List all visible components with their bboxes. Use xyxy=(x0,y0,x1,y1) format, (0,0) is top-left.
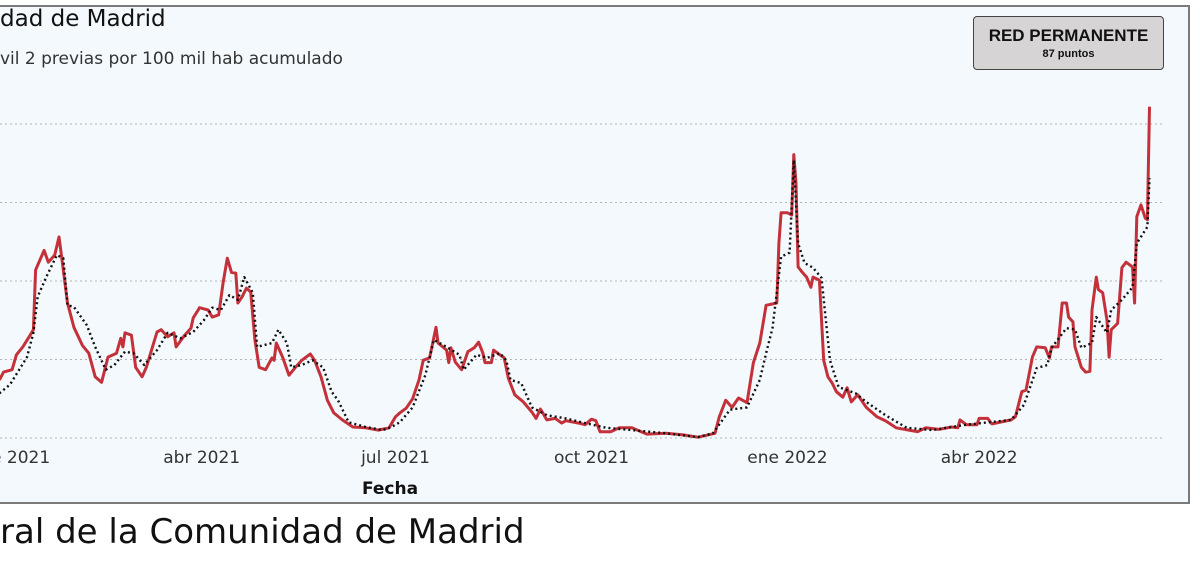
x-axis-label: Fecha xyxy=(362,479,418,499)
gridlines xyxy=(0,123,1162,439)
x-tick-label: ene 2022 xyxy=(747,448,827,468)
x-tick-label: jul 2021 xyxy=(360,448,430,468)
x-tick-label: ene 2021 xyxy=(0,448,50,468)
chart-title: dad de Madrid xyxy=(0,6,166,32)
network-badge-count: 87 puntos xyxy=(1042,48,1095,60)
x-tick-label: abr 2021 xyxy=(163,448,240,468)
series-line-smoothed xyxy=(0,158,1151,439)
section-heading: ral de la Comunidad de Madrid xyxy=(0,512,525,552)
x-tick-label: abr 2022 xyxy=(941,448,1018,468)
x-axis-ticks: ene 2021 abr 2021 jul 2021 oct 2021 ene 2022… xyxy=(0,448,1018,468)
network-badge-title: RED PERMANENTE xyxy=(988,26,1149,45)
series-lines xyxy=(0,106,1151,439)
series-line-daily xyxy=(0,106,1151,439)
network-badge: RED PERMANENTE 87 puntos xyxy=(973,16,1164,70)
x-tick-label: oct 2021 xyxy=(554,448,629,468)
chart-subtitle: vil 2 previas por 100 mil hab acumulado xyxy=(0,49,343,69)
